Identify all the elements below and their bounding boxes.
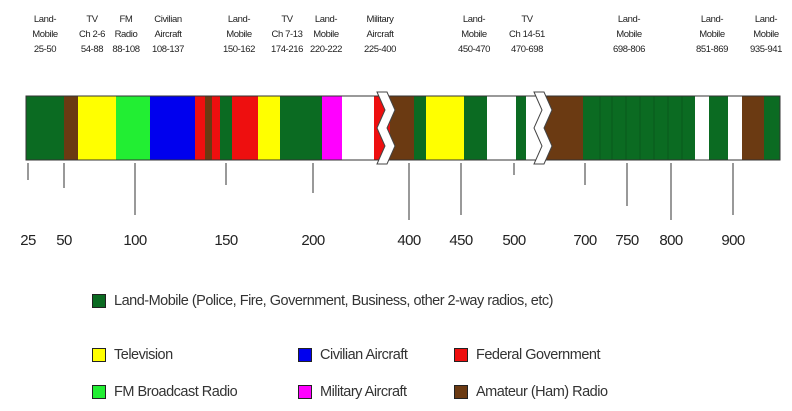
- band-segment-amateur: [390, 96, 414, 160]
- band-segment-television: [78, 96, 116, 160]
- frequency-tick-label: 400: [397, 232, 421, 249]
- frequency-tick-label: 100: [123, 232, 147, 249]
- band-segment-military: [322, 96, 329, 160]
- frequency-tick-label: 750: [615, 232, 639, 249]
- band-segment-amateur: [64, 96, 78, 160]
- frequency-band-bar: [25, 91, 781, 220]
- band-label: FM Radio 88-108: [112, 14, 140, 55]
- frequency-tick-label: 450: [449, 232, 473, 249]
- band-segment-fm: [116, 96, 150, 160]
- legend-label-land-mobile: Land-Mobile (Police, Fire, Government, B…: [114, 293, 553, 309]
- band-segment-gap: [695, 96, 709, 160]
- band-label: TV Ch 14-51 470-698: [509, 14, 545, 55]
- band-label: TV Ch 2-6 54-88: [78, 14, 106, 55]
- band-segment-land-mobile: [26, 96, 64, 160]
- legend-item-civilian-aircraft: Civilian Aircraft: [298, 347, 408, 363]
- band-segment-federal: [195, 96, 205, 160]
- legend-swatch-amateur-radio: [454, 385, 468, 399]
- band-segment-television: [426, 96, 442, 160]
- legend-item-military-aircraft: Military Aircraft: [298, 384, 407, 400]
- band-segment-gap: [487, 96, 516, 160]
- frequency-tick-label: 25: [20, 232, 36, 249]
- band-label: Land- Mobile 150-162: [222, 14, 256, 55]
- band-segment-land-mobile: [414, 96, 426, 160]
- frequency-tick-label: 800: [659, 232, 683, 249]
- legend-label-civilian-aircraft: Civilian Aircraft: [320, 347, 408, 363]
- legend-item-television: Television: [92, 347, 173, 363]
- frequency-tick-label: 500: [502, 232, 526, 249]
- legend-swatch-federal-government: [454, 348, 468, 362]
- band-segment-television: [442, 96, 464, 160]
- frequency-tick-label: 200: [301, 232, 325, 249]
- band-segment-gap: [728, 96, 742, 160]
- band-segment-amateur: [742, 96, 764, 160]
- legend-swatch-fm: [92, 385, 106, 399]
- legend-label-military-aircraft: Military Aircraft: [320, 384, 407, 400]
- band-segment-amateur: [205, 96, 212, 160]
- band-label: Civilian Aircraft 108-137: [151, 14, 185, 55]
- legend-label-fm: FM Broadcast Radio: [114, 384, 238, 400]
- scale-break-break-military: [376, 91, 396, 165]
- legend-swatch-television: [92, 348, 106, 362]
- band-label: Land- Mobile 25-50: [32, 14, 58, 55]
- band-segment-land-mobile: [280, 96, 322, 160]
- frequency-tick-label: 50: [56, 232, 72, 249]
- legend-item-land-mobile: Land-Mobile (Police, Fire, Government, B…: [92, 293, 553, 309]
- legend-item-fm: FM Broadcast Radio: [92, 384, 238, 400]
- legend-item-amateur-radio: Amateur (Ham) Radio: [454, 384, 608, 400]
- band-segment-federal: [232, 96, 258, 160]
- band-segment-television: [258, 96, 280, 160]
- band-segment-land-mobile: [516, 96, 526, 160]
- frequency-tick-label: 900: [721, 232, 745, 249]
- band-label: Land- Mobile 450-470: [457, 14, 491, 55]
- band-segment-civilian-aircraft: [150, 96, 195, 160]
- band-label: Land- Mobile 220-222: [309, 14, 343, 55]
- band-label: TV Ch 7-13 174-216: [270, 14, 304, 55]
- legend-swatch-land-mobile: [92, 294, 106, 308]
- band-segment-federal: [212, 96, 220, 160]
- band-frame: [25, 95, 781, 161]
- band-label: Military Aircraft 225-400: [363, 14, 397, 55]
- frequency-tick-label: 150: [214, 232, 238, 249]
- band-label: Land- Mobile 698-806: [612, 14, 646, 55]
- band-segment-gap: [342, 96, 373, 160]
- scale-break-break-tv-uhf: [533, 91, 553, 165]
- legend-swatch-military-aircraft: [298, 385, 312, 399]
- legend-label-federal-government: Federal Government: [476, 347, 600, 363]
- frequency-tick-label: 700: [573, 232, 597, 249]
- legend-label-television: Television: [114, 347, 173, 363]
- band-segment-land-mobile: [220, 96, 232, 160]
- legend-item-federal-government: Federal Government: [454, 347, 600, 363]
- band-label: Land- Mobile 851-869: [695, 14, 729, 55]
- band-segment-land-mobile: [464, 96, 487, 160]
- legend-label-amateur-radio: Amateur (Ham) Radio: [476, 384, 608, 400]
- band-label: Land- Mobile 935-941: [749, 14, 783, 55]
- legend-swatch-civilian-aircraft: [298, 348, 312, 362]
